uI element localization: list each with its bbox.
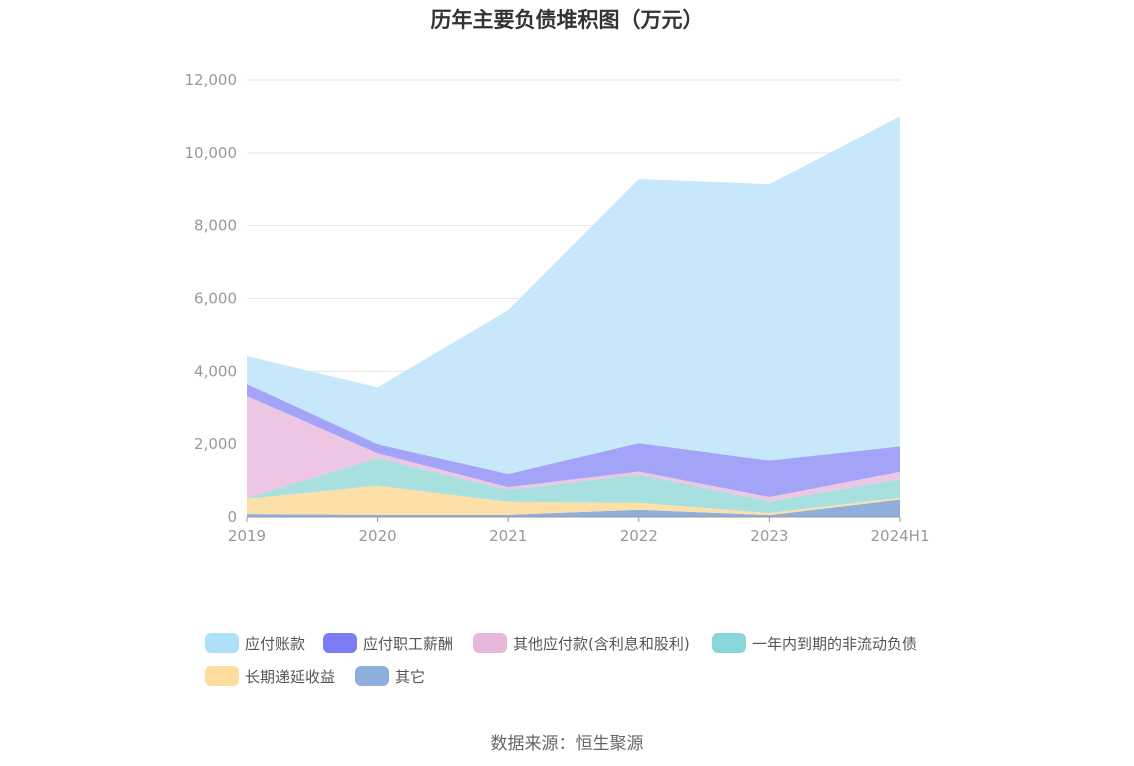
area-series-其他应付款(含利息和股利) bbox=[247, 396, 900, 502]
legend-swatch bbox=[205, 633, 239, 653]
data-source: 数据来源：恒生聚源 bbox=[490, 734, 644, 754]
x-tick-label: 2024H1 bbox=[871, 527, 930, 545]
legend-item-other[interactable]: 其它 bbox=[355, 663, 425, 689]
x-tick-label: 2023 bbox=[750, 527, 788, 545]
legend-swatch bbox=[355, 666, 389, 686]
legend-label: 其它 bbox=[395, 667, 426, 686]
legend-swatch bbox=[712, 633, 746, 653]
legend-label: 应付账款 bbox=[245, 634, 306, 653]
y-tick-label: 10,000 bbox=[185, 144, 238, 162]
x-tick-label: 2022 bbox=[620, 527, 658, 545]
area-series-长期递延收益 bbox=[247, 485, 900, 516]
legend-item-accounts-payable[interactable]: 应付账款 bbox=[205, 630, 305, 656]
area-series-一年内到期的非流动负债 bbox=[247, 458, 900, 513]
y-tick-label: 8,000 bbox=[194, 217, 237, 235]
legend-item-other-payables[interactable]: 其他应付款(含利息和股利) bbox=[473, 630, 690, 656]
stacked-area-chart: 0 2,000 4,000 6,000 8,000 10,000 12,000 2019 202… bbox=[185, 71, 930, 545]
y-tick-label: 4,000 bbox=[194, 362, 237, 380]
area-series-其它 bbox=[247, 499, 900, 517]
y-tick-label: 2,000 bbox=[194, 435, 237, 453]
legend-swatch bbox=[323, 633, 357, 653]
legend-item-deferred-income[interactable]: 长期递延收益 bbox=[205, 663, 335, 689]
legend-swatch bbox=[473, 633, 507, 653]
legend-label: 长期递延收益 bbox=[245, 667, 336, 686]
area-series-应付账款 bbox=[247, 116, 900, 475]
x-tick-label: 2021 bbox=[489, 527, 527, 545]
x-tick-label: 2019 bbox=[228, 527, 266, 545]
legend-label: 其他应付款(含利息和股利) bbox=[513, 634, 690, 653]
x-tick-label: 2020 bbox=[359, 527, 397, 545]
y-tick-label: 12,000 bbox=[185, 71, 238, 89]
legend-label: 应付职工薪酬 bbox=[363, 634, 454, 653]
area-series-应付职工薪酬 bbox=[247, 384, 900, 497]
chart-title: 历年主要负债堆积图（万元） bbox=[430, 8, 704, 32]
legend-swatch bbox=[205, 666, 239, 686]
legend-label: 一年内到期的非流动负债 bbox=[752, 634, 918, 653]
legend-item-employee-payables[interactable]: 应付职工薪酬 bbox=[323, 630, 453, 656]
y-tick-label: 0 bbox=[227, 508, 237, 526]
y-tick-label: 6,000 bbox=[194, 290, 237, 308]
legend-item-current-noncurrent-liabilities[interactable]: 一年内到期的非流动负债 bbox=[712, 630, 917, 656]
